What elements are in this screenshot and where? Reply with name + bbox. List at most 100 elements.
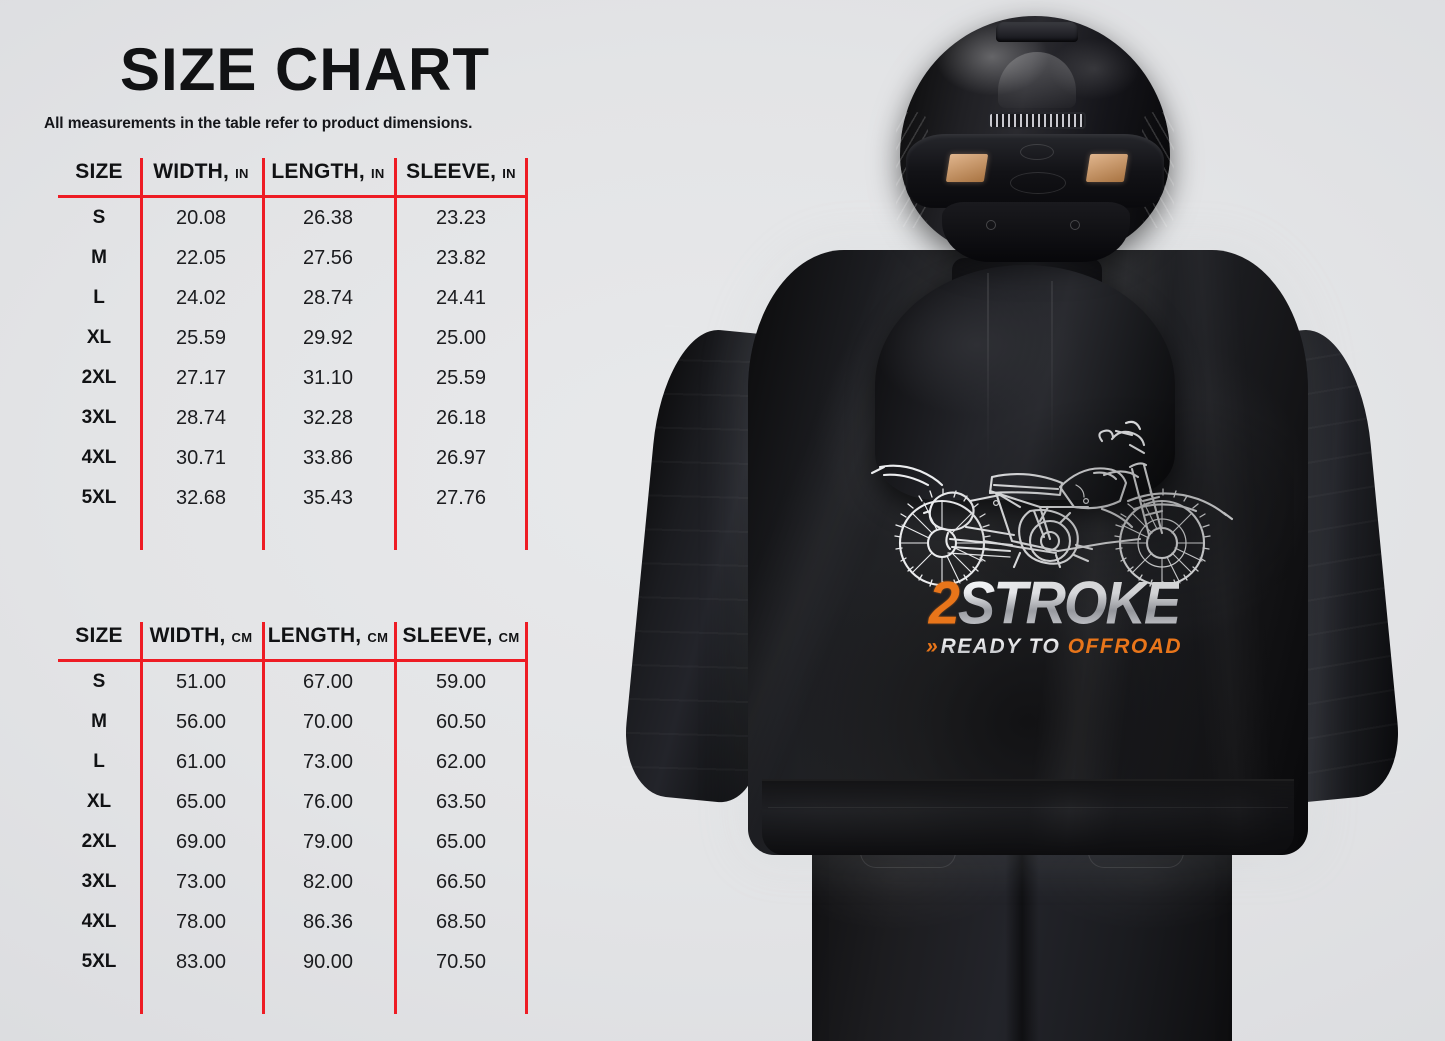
cell-length: 26.38 (302, 206, 354, 229)
column-header-width: WIDTH, IN (140, 158, 262, 197)
cell-width: 27.17 (175, 366, 227, 389)
page-subtitle: All measurements in the table refer to p… (44, 115, 473, 132)
cell-size: 5XL (81, 951, 117, 972)
helmet-brand-logo-icon (1010, 172, 1066, 194)
column-divider (394, 622, 397, 1014)
column-header-sleeve-label: SLEEVE, (402, 624, 493, 647)
column-header-sleeve: SLEEVE, CM (394, 622, 528, 661)
cell-length: 86.36 (302, 910, 354, 933)
helmet-chin-bar (942, 202, 1130, 262)
helmet-screw-right-icon (1070, 220, 1080, 230)
brand-logo-numeral: 2 (928, 568, 960, 637)
cell-length: 31.10 (302, 366, 354, 389)
column-header-width-label: WIDTH, (153, 160, 230, 183)
cell-size: XL (86, 327, 112, 348)
cell-size: 3XL (81, 407, 117, 428)
cell-size: XL (86, 791, 112, 812)
cell-width: 61.00 (175, 750, 227, 773)
cell-width: 51.00 (175, 670, 227, 693)
cell-sleeve: 59.00 (435, 670, 487, 693)
column-header-length-label: LENGTH, (271, 160, 365, 183)
cell-size: 2XL (81, 367, 117, 388)
brand-tagline: » READY TO OFFROAD (844, 635, 1264, 659)
cell-sleeve: 68.50 (435, 910, 487, 933)
helmet-reflector-left (945, 154, 989, 182)
cell-sleeve: 26.97 (435, 446, 487, 469)
cell-size: M (91, 247, 107, 268)
column-header-size: SIZE (58, 622, 140, 661)
column-header-length: LENGTH, CM (262, 622, 394, 661)
column-divider (140, 622, 143, 1014)
cell-sleeve: 60.50 (435, 710, 487, 733)
measurements-table-inches: SIZE WIDTH, IN LENGTH, IN SLEEVE, IN (58, 158, 528, 518)
cell-width: 78.00 (175, 910, 227, 933)
motorcycle-helmet (896, 16, 1174, 278)
table-right-edge (525, 622, 528, 1014)
hoodie-hood (875, 265, 1175, 500)
cell-length: 33.86 (302, 446, 354, 469)
cell-length: 35.43 (302, 486, 354, 509)
cell-sleeve: 23.23 (435, 206, 487, 229)
product-photo: 2STROKE » READY TO OFFROAD (600, 0, 1445, 1041)
cell-length: 32.28 (302, 406, 354, 429)
cell-width: 69.00 (175, 830, 227, 853)
cell-sleeve: 26.18 (435, 406, 487, 429)
hoodie-hem (762, 779, 1294, 855)
brand-logo-wordmark: 2STROKE (844, 572, 1264, 633)
cell-width: 30.71 (175, 446, 227, 469)
table-row: 2XL 27.17 31.10 25.59 (58, 358, 528, 398)
table-row: 4XL 30.71 33.86 26.97 (58, 438, 528, 478)
column-divider (394, 158, 397, 550)
cell-sleeve: 23.82 (435, 246, 487, 269)
table-row: XL 65.00 76.00 63.50 (58, 782, 528, 822)
column-header-width: WIDTH, CM (140, 622, 262, 661)
hoodie-back-print: 2STROKE » READY TO OFFROAD (814, 395, 1294, 695)
cell-length: 90.00 (302, 950, 354, 973)
brand-tagline-part1: READY TO (940, 635, 1061, 658)
column-header-length-unit: IN (371, 166, 385, 181)
column-header-width-unit: IN (235, 166, 249, 181)
column-header-length-unit: CM (367, 630, 389, 645)
cell-length: 79.00 (302, 830, 354, 853)
column-header-sleeve-unit: IN (502, 166, 516, 181)
column-divider (262, 158, 265, 550)
brand-logo: 2STROKE » READY TO OFFROAD (844, 572, 1264, 659)
column-header-width-label: WIDTH, (149, 624, 226, 647)
cell-sleeve: 62.00 (435, 750, 487, 773)
column-header-size: SIZE (58, 158, 140, 197)
table-row: 2XL 69.00 79.00 65.00 (58, 822, 528, 862)
cell-sleeve: 27.76 (435, 486, 487, 509)
helmet-spoiler-rib (998, 52, 1076, 108)
cell-length: 76.00 (302, 790, 354, 813)
brand-tagline-part2: OFFROAD (1067, 635, 1183, 658)
cell-length: 28.74 (302, 286, 354, 309)
dirt-bike-line-art-icon (870, 420, 1234, 589)
cell-width: 20.08 (175, 206, 227, 229)
column-divider (140, 158, 143, 550)
cell-size: 4XL (81, 447, 117, 468)
cell-length: 73.00 (302, 750, 354, 773)
column-header-size-label: SIZE (75, 624, 123, 647)
column-divider (262, 622, 265, 1014)
hoodie-body (748, 250, 1308, 855)
helmet-reflector-right (1085, 154, 1129, 182)
column-header-sleeve-label: SLEEVE, (406, 160, 497, 183)
cell-width: 24.02 (175, 286, 227, 309)
table-row: L 24.02 28.74 24.41 (58, 278, 528, 318)
cell-sleeve: 66.50 (435, 870, 487, 893)
helmet-badge-icon (1020, 144, 1054, 160)
cell-width: 56.00 (175, 710, 227, 733)
cell-sleeve: 65.00 (435, 830, 487, 853)
table-row: S 20.08 26.38 23.23 (58, 197, 528, 239)
column-header-sleeve-unit: CM (498, 630, 520, 645)
helmet-top-vent (996, 22, 1078, 42)
table-row: M 22.05 27.56 23.82 (58, 238, 528, 278)
size-chart-panel: SIZE CHART All measurements in the table… (0, 0, 620, 1041)
chevron-right-icon: » (925, 635, 938, 658)
cell-length: 67.00 (302, 670, 354, 693)
column-header-sleeve: SLEEVE, IN (394, 158, 528, 197)
cell-size: S (92, 671, 106, 692)
table-row: L 61.00 73.00 62.00 (58, 742, 528, 782)
cell-width: 25.59 (175, 326, 227, 349)
